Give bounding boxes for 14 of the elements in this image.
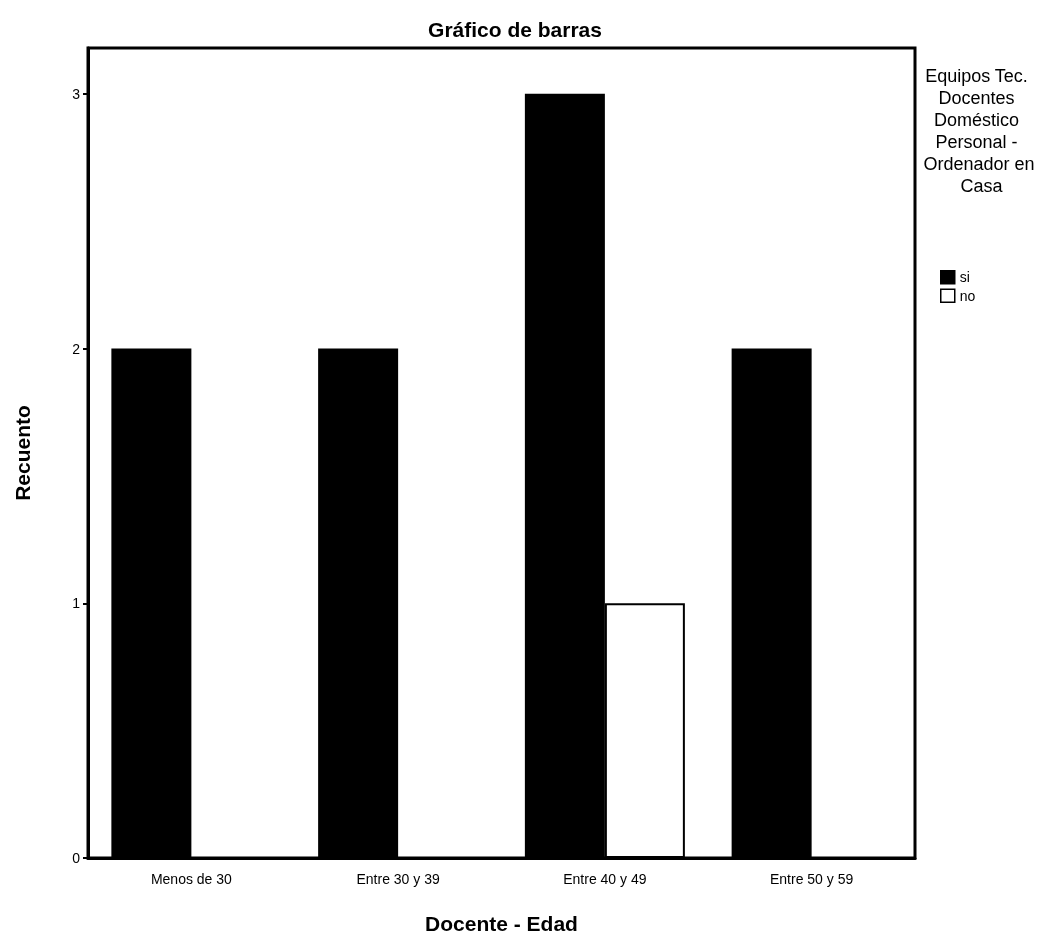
x-tick-label: Entre 50 y 59 <box>769 871 854 887</box>
x-tick-label: Entre 40 y 49 <box>563 871 647 887</box>
legend-label: no <box>959 287 976 304</box>
y-tick-label: 2 <box>72 340 81 357</box>
y-tick-label: 0 <box>72 850 81 866</box>
x-tick-label: Menos de 30 <box>150 871 233 887</box>
y-axis-title: Recuento <box>11 405 34 501</box>
x-axis-title: Docente - Edad <box>425 912 578 935</box>
x-tick-label: Entre 30 y 39 <box>356 871 440 887</box>
y-tick-label: 3 <box>72 85 81 102</box>
y-tick-label: 1 <box>72 595 81 612</box>
chart-title: Gráfico de barras <box>428 18 602 41</box>
legend-label: si <box>959 269 970 286</box>
legend-title: Equipos Tec. Docentes Doméstico Personal - Ordenador en Casa <box>923 66 1035 196</box>
